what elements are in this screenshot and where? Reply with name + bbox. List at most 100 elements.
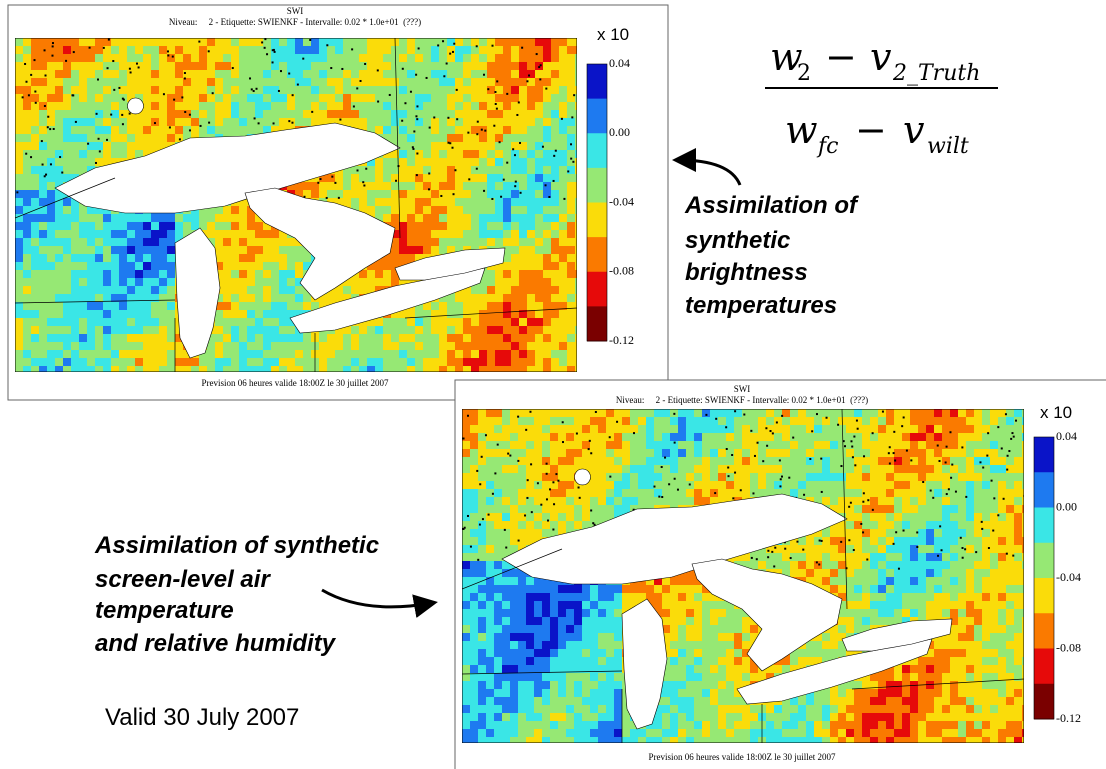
- field-cell: [543, 278, 552, 287]
- field-cell: [143, 214, 152, 223]
- field-cell: [519, 46, 528, 55]
- field-cell: [423, 182, 432, 191]
- field-cell: [143, 350, 152, 359]
- field-cell: [183, 86, 192, 95]
- field-cell: [487, 38, 496, 47]
- field-cell: [319, 342, 328, 351]
- field-cell: [782, 545, 791, 554]
- field-cell: [782, 457, 791, 466]
- field-cell: [990, 569, 999, 578]
- field-cell: [231, 206, 240, 215]
- field-cell: [470, 593, 479, 602]
- field-cell: [502, 585, 511, 594]
- field-cell: [566, 513, 575, 522]
- field-cell: [534, 457, 543, 466]
- field-cell: [551, 102, 560, 111]
- field-cell: [15, 294, 24, 303]
- field-cell: [95, 318, 104, 327]
- field-cell: [950, 521, 959, 530]
- field-cell: [127, 270, 136, 279]
- field-cell: [127, 326, 136, 335]
- field-cell: [455, 190, 464, 199]
- field-cell: [215, 118, 224, 127]
- field-cell: [359, 358, 368, 367]
- field-cell: [103, 310, 112, 319]
- land-dot: [254, 117, 256, 119]
- field-cell: [239, 214, 248, 223]
- field-cell: [135, 326, 144, 335]
- field-cell: [870, 537, 879, 546]
- field-cell: [503, 350, 512, 359]
- field-cell: [127, 70, 136, 79]
- field-cell: [295, 62, 304, 71]
- field-cell: [606, 593, 615, 602]
- field-cell: [383, 54, 392, 63]
- field-cell: [479, 102, 488, 111]
- field-cell: [758, 441, 767, 450]
- field-cell: [542, 441, 551, 450]
- field-cell: [375, 326, 384, 335]
- field-cell: [47, 150, 56, 159]
- field-cell: [167, 70, 176, 79]
- field-cell: [518, 505, 527, 514]
- field-cell: [462, 505, 471, 514]
- field-cell: [886, 569, 895, 578]
- field-cell: [23, 190, 32, 199]
- field-cell: [167, 86, 176, 95]
- field-cell: [966, 553, 975, 562]
- field-cell: [566, 457, 575, 466]
- field-cell: [495, 46, 504, 55]
- field-cell: [502, 577, 511, 586]
- field-cell: [814, 577, 823, 586]
- field-cell: [127, 134, 136, 143]
- field-cell: [862, 521, 871, 530]
- land-dot: [154, 122, 156, 124]
- field-cell: [447, 198, 456, 207]
- field-cell: [678, 433, 687, 442]
- field-cell: [367, 206, 376, 215]
- field-cell: [494, 513, 503, 522]
- field-cell: [998, 505, 1007, 514]
- field-cell: [567, 70, 576, 79]
- field-cell: [23, 350, 32, 359]
- field-cell: [423, 206, 432, 215]
- field-cell: [215, 342, 224, 351]
- field-cell: [319, 110, 328, 119]
- land-dot: [353, 105, 355, 107]
- field-cell: [942, 481, 951, 490]
- land-dot: [212, 92, 214, 94]
- field-cell: [519, 54, 528, 63]
- field-cell: [327, 70, 336, 79]
- field-cell: [535, 102, 544, 111]
- field-cell: [47, 102, 56, 111]
- field-cell: [431, 230, 440, 239]
- field: [15, 38, 584, 375]
- land-dot: [492, 45, 494, 47]
- field-cell: [678, 417, 687, 426]
- field-cell: [598, 513, 607, 522]
- field-cell: [263, 246, 272, 255]
- field-cell: [726, 489, 735, 498]
- field-cell: [143, 46, 152, 55]
- field-cell: [431, 198, 440, 207]
- field-cell: [950, 577, 959, 586]
- field-cell: [782, 449, 791, 458]
- field-cell: [15, 246, 24, 255]
- field-cell: [159, 270, 168, 279]
- field-cell: [159, 326, 168, 335]
- field-cell: [934, 505, 943, 514]
- field-cell: [958, 449, 967, 458]
- field-cell: [135, 70, 144, 79]
- field-cell: [526, 513, 535, 522]
- field-cell: [95, 302, 104, 311]
- field-cell: [551, 294, 560, 303]
- field-cell: [806, 449, 815, 458]
- field-cell: [71, 166, 80, 175]
- field-cell: [231, 214, 240, 223]
- field-cell: [143, 326, 152, 335]
- field-cell: [822, 433, 831, 442]
- field-cell: [798, 545, 807, 554]
- field-cell: [239, 70, 248, 79]
- field-cell: [590, 433, 599, 442]
- field-cell: [231, 110, 240, 119]
